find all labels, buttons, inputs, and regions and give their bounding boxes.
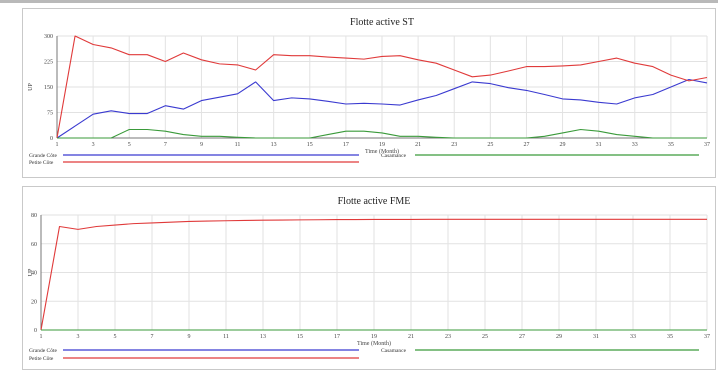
x-tick-label: 29 bbox=[556, 334, 562, 340]
x-tick-label: 3 bbox=[92, 142, 95, 148]
x-tick-label: 5 bbox=[128, 142, 131, 148]
x-tick-label: 7 bbox=[164, 142, 167, 148]
x-tick-label: 31 bbox=[593, 334, 599, 340]
x-axis-label: Time (Month) bbox=[357, 340, 391, 347]
legend-label: Grande Côte bbox=[29, 153, 58, 159]
x-tick-label: 13 bbox=[271, 142, 277, 148]
legend-label: Casamance bbox=[381, 348, 407, 354]
y-axis-label: UP bbox=[28, 83, 34, 91]
legend-label: Petite Côte bbox=[29, 160, 54, 166]
series-line-1 bbox=[56, 78, 708, 139]
top-rule bbox=[0, 0, 718, 3]
x-tick-label: 25 bbox=[487, 142, 493, 148]
x-tick-label: 11 bbox=[223, 334, 229, 340]
x-tick-label: 23 bbox=[445, 334, 451, 340]
x-tick-label: 27 bbox=[519, 334, 525, 340]
x-tick-label: 5 bbox=[114, 334, 117, 340]
x-tick-label: 17 bbox=[334, 334, 340, 340]
chart-st-svg: Flotte active ST1 3 5 7 9 11 13 15 17 19 21 23 25 27 2… bbox=[28, 17, 710, 166]
series-line-2 bbox=[56, 35, 708, 139]
x-tick-label: 37 bbox=[704, 334, 710, 340]
x-tick-label: 17 bbox=[343, 142, 349, 148]
y-axis-label: UP bbox=[28, 268, 34, 276]
x-tick-label: 15 bbox=[307, 142, 313, 148]
x-tick-label: 11 bbox=[235, 142, 241, 148]
x-tick-label: 37 bbox=[704, 142, 710, 148]
x-axis-label: Time (Month) bbox=[365, 148, 399, 155]
x-tick-label: 7 bbox=[151, 334, 154, 340]
x-tick-label: 9 bbox=[200, 142, 203, 148]
y-tick-label: 0 bbox=[34, 328, 37, 334]
x-tick-label: 35 bbox=[667, 334, 673, 340]
chart-title: Flotte active ST bbox=[350, 17, 414, 28]
x-tick-label: 1 bbox=[40, 334, 43, 340]
x-tick-label: 23 bbox=[451, 142, 457, 148]
x-tick-label: 27 bbox=[523, 142, 529, 148]
x-tick-label: 9 bbox=[188, 334, 191, 340]
legend-label: Petite Côte bbox=[29, 356, 54, 362]
series-line-2 bbox=[40, 218, 707, 331]
y-tick-label: 225 bbox=[44, 60, 53, 66]
x-tick-label: 33 bbox=[632, 142, 638, 148]
x-tick-label: 21 bbox=[408, 334, 414, 340]
x-tick-label: 19 bbox=[371, 334, 377, 340]
x-tick-label: 33 bbox=[630, 334, 636, 340]
series-line-3 bbox=[57, 128, 707, 139]
x-tick-label: 35 bbox=[668, 142, 674, 148]
chart-panel-st: Flotte active ST 1 3 5 7 9 11 13 15 17 19 21 23 25 27 2… bbox=[22, 8, 716, 178]
x-tick-label: 21 bbox=[415, 142, 421, 148]
x-tick-label: 13 bbox=[260, 334, 266, 340]
x-tick-label: 15 bbox=[297, 334, 303, 340]
y-tick-label: 0 bbox=[50, 136, 53, 142]
y-tick-label: 80 bbox=[31, 213, 37, 219]
x-tick-label: 19 bbox=[379, 142, 385, 148]
chart-panel-fme: Flotte active FME 1 3 5 7 9 11 13 15 17 19 21 23 25 27… bbox=[22, 186, 716, 370]
x-tick-label: 31 bbox=[596, 142, 602, 148]
x-tick-label: 25 bbox=[482, 334, 488, 340]
x-tick-label: 29 bbox=[560, 142, 566, 148]
y-tick-label: 20 bbox=[31, 299, 37, 305]
legend-label: Casamance bbox=[381, 153, 407, 159]
x-tick-label: 3 bbox=[77, 334, 80, 340]
y-tick-label: 75 bbox=[47, 111, 53, 117]
y-tick-label: 60 bbox=[31, 242, 37, 248]
chart-title: Flotte active FME bbox=[338, 196, 411, 207]
x-tick-label: 1 bbox=[56, 142, 59, 148]
y-tick-label: 150 bbox=[44, 85, 53, 91]
y-tick-label: 300 bbox=[44, 34, 53, 40]
legend-label: Grande Côte bbox=[29, 348, 58, 354]
y-tick-label: 40 bbox=[31, 271, 37, 277]
